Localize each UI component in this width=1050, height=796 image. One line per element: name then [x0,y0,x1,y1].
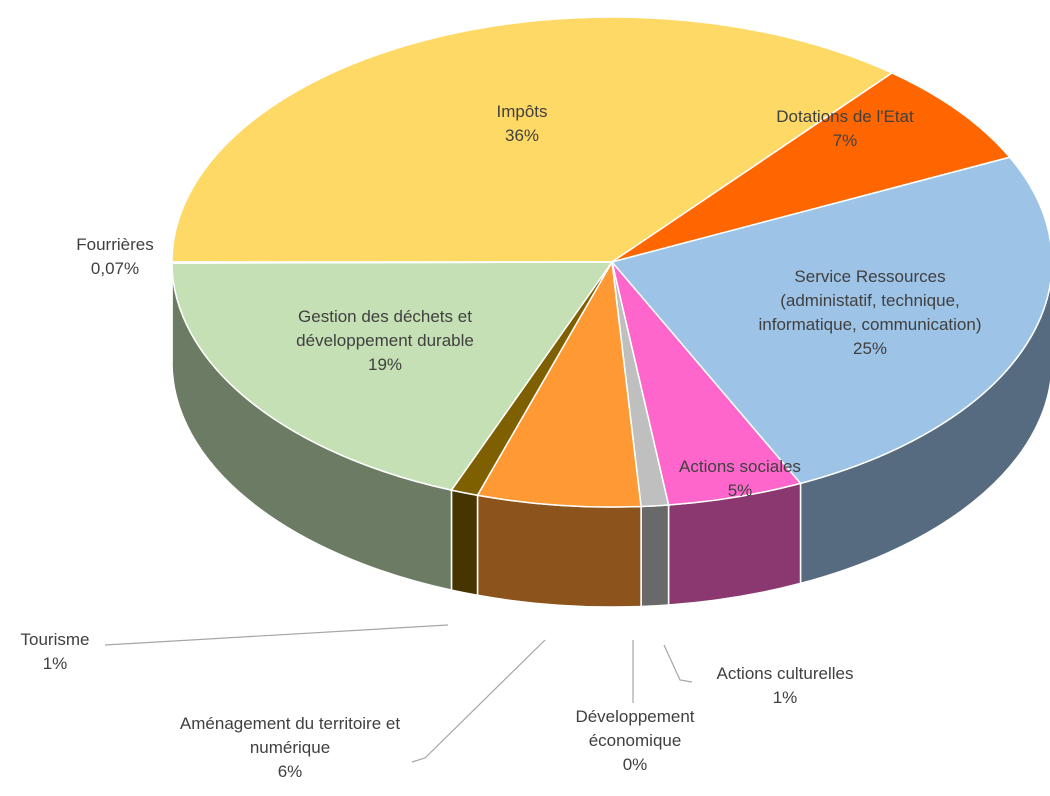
slice-value-label: 6% [277,762,303,781]
leader-line [663,644,693,683]
slice [611,72,1012,263]
slice [171,261,613,264]
slice-tops [171,16,1050,508]
slice-value-label: 0% [622,755,648,774]
slice-value-label: 1% [42,654,68,673]
slice-side [640,504,670,608]
slice-value-label: 0,07% [90,259,140,278]
slice-label: Actions sociales [679,457,801,476]
slice [171,16,894,263]
slice-label: Tourisme [20,630,90,649]
slice-label: Gestion des déchets et développement dur… [296,307,474,350]
slice-label: Dotations de l'Etat [776,107,914,126]
slice-value-label: 19% [367,355,403,374]
leader-line [411,639,546,763]
slice [476,259,642,508]
slice-value-label: 1% [772,688,798,707]
leader-line [104,624,449,646]
slice [610,156,1050,485]
slice-label: Impôts [496,102,548,121]
slice-side [450,489,479,597]
slice [171,261,614,491]
slice-label: Service Ressources (administatif, techni… [758,267,982,334]
slice-value-label: 7% [832,131,858,150]
slice-label: Actions culturelles [716,664,854,683]
slice-label: Aménagement du territoire et numérique [179,714,401,757]
slice-label: Développement économique [575,707,695,750]
slice-value-label: 36% [504,126,540,145]
slice-value-label: 5% [727,481,753,500]
slice-value-label: 25% [852,339,888,358]
slice-side [476,494,642,608]
leader-lines [104,624,693,763]
slice-label: Fourrières [76,235,154,254]
